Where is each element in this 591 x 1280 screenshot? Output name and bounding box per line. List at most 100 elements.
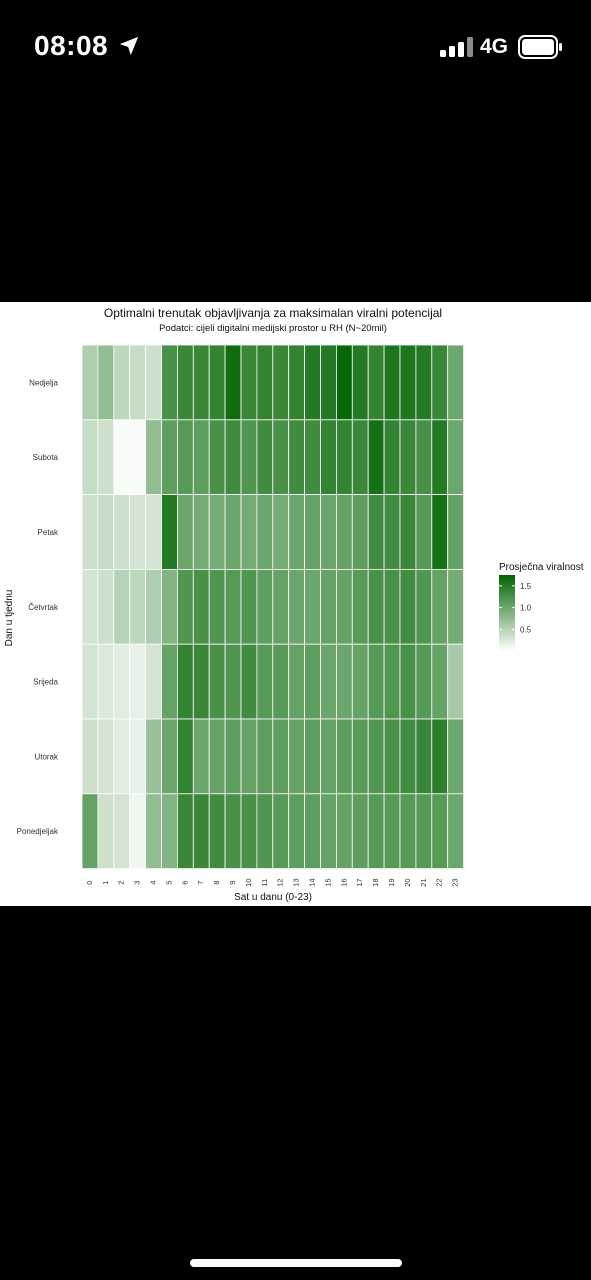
heatmap-cell [447,793,465,869]
heatmap-cell [192,643,210,720]
heatmap-cell [335,793,353,869]
heatmap-cell [383,643,401,720]
heatmap-cell [224,344,242,421]
heatmap-cell [129,718,146,795]
heatmap-cell [335,494,353,570]
heatmap-cell [351,643,369,720]
heatmap-cell [97,494,115,570]
heatmap-cell [367,494,385,570]
heatmap-cell [431,568,449,645]
heatmap-cell [383,568,401,645]
heatmap-cell [399,494,417,570]
heatmap-cell [81,419,99,496]
home-indicator[interactable] [190,1259,402,1267]
heatmap-cell [176,419,194,496]
heatmap-cell [351,419,369,496]
heatmap-cell [145,718,162,795]
heatmap-cell [145,494,162,570]
heatmap-cell [256,568,274,645]
chart-title: Optimalni trenutak objavljivanja za maks… [104,306,442,320]
heatmap-cell [367,568,385,645]
heatmap-cell [431,718,449,795]
heatmap-cell [415,568,433,645]
heatmap-cell [320,718,337,795]
heatmap-cell [161,718,178,795]
x-tick-label: 11 [260,879,269,887]
heatmap-cell [415,419,433,496]
colorbar-tick-label: 1.5 [520,582,532,591]
heatmap-cell [161,344,178,421]
heatmap-cell [113,494,131,570]
heatmap-cell [351,344,369,421]
heatmap-cell [240,718,258,795]
heatmap-cell [431,419,449,496]
heatmap-cell [431,344,449,421]
heatmap-cell [256,344,274,421]
heatmap-cell [97,419,115,496]
heatmap-cell [208,344,226,421]
heatmap-cell [431,793,449,869]
heatmap-cell [192,494,210,570]
colorbar-legend: Prosječna viralnost 0.5 1.0 1.5 [499,562,584,651]
heatmap-cell [129,494,146,570]
chart-image: Optimalni trenutak objavljivanja za maks… [0,302,591,906]
heatmap-panel [74,337,472,877]
y-tick-label: Ponedjeljak [17,827,59,836]
colorbar-tick-label: 1.0 [520,604,532,613]
heatmap-cell [335,568,353,645]
y-tick-label: Četvrtak [28,603,59,612]
heatmap-cell [113,568,131,645]
x-tick-label: 4 [149,881,158,885]
heatmap-cell [129,419,146,496]
heatmap-cell [272,494,290,570]
x-tick-label: 3 [133,881,142,885]
heatmap-cell [161,494,178,570]
heatmap-cell [256,718,274,795]
heatmap-cell [399,568,417,645]
x-tick-label: 21 [419,878,428,886]
heatmap-cell [97,568,115,645]
heatmap-cell [383,718,401,795]
heatmap-cell [176,494,194,570]
x-tick-label: 5 [164,881,173,885]
heatmap-cell [304,419,321,496]
heatmap-cell [176,718,194,795]
heatmap-cell [176,643,194,720]
signal-bars-icon [440,37,473,57]
x-tick-label: 23 [451,878,460,886]
y-tick-label: Petak [38,528,59,537]
heatmap-cell [447,643,465,720]
x-tick-label: 17 [355,878,364,886]
heatmap-cell [335,718,353,795]
heatmap-cell [367,419,385,496]
heatmap-cell [208,643,226,720]
y-tick-label: Subota [33,453,59,462]
x-tick-label: 15 [323,878,332,886]
heatmap-cell [208,568,226,645]
x-tick-label: 19 [387,878,396,886]
heatmap-cell [399,718,417,795]
heatmap-cell [113,793,131,869]
heatmap-cell [256,793,274,869]
heatmap-cell [97,643,115,720]
heatmap-cell [367,344,385,421]
heatmap-cell [383,494,401,570]
heatmap-cell [288,718,306,795]
x-tick-label: 13 [292,878,301,886]
heatmap-cell [383,419,401,496]
heatmap-cell [431,643,449,720]
heatmap-cell [81,344,99,421]
heatmap-cell [240,568,258,645]
heatmap-cell [113,643,131,720]
heatmap-cell [240,643,258,720]
x-tick-label: 14 [308,878,317,886]
heatmap-cell [240,793,258,869]
location-arrow-icon [119,36,139,56]
heatmap-cell [304,494,321,570]
heatmap-cell [447,718,465,795]
heatmap-cell [320,419,337,496]
heatmap-cell [224,568,242,645]
x-tick-label: 7 [196,881,205,885]
heatmap-cell [224,643,242,720]
heatmap-cell [240,494,258,570]
